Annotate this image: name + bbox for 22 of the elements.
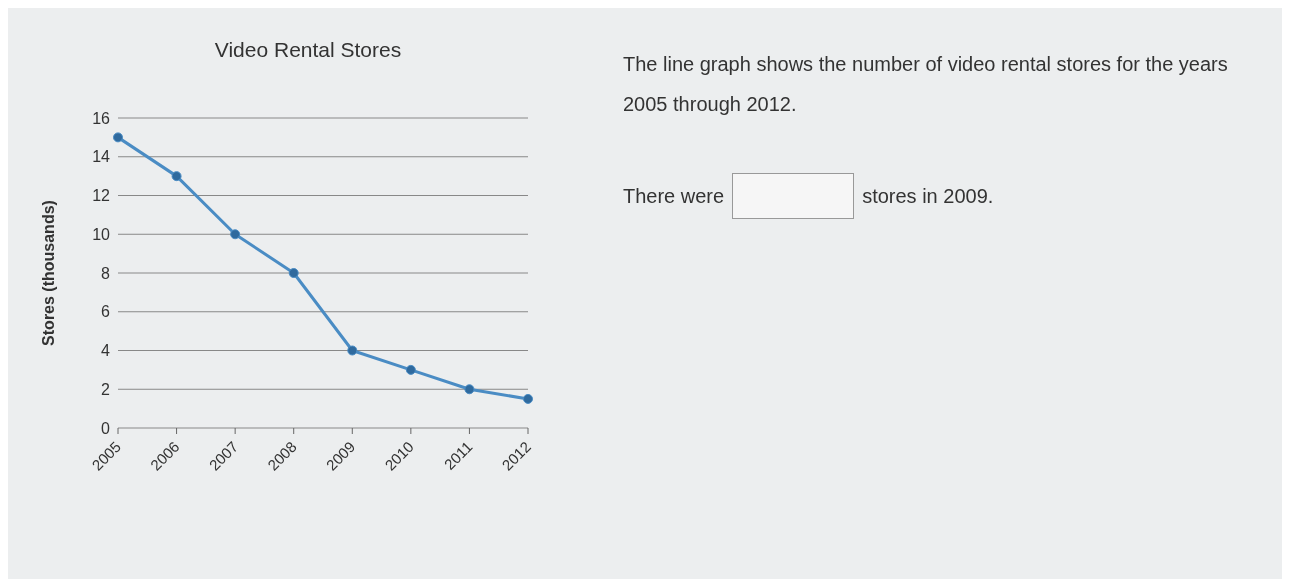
y-tick-label: 0 <box>101 419 111 437</box>
text: There were <box>623 184 725 208</box>
y-tick-label: 12 <box>92 187 111 205</box>
point <box>113 132 123 143</box>
y-tick-label: 10 <box>92 225 111 243</box>
point <box>464 384 475 395</box>
y-tick-label: 4 <box>101 342 111 360</box>
y-tick-label: 14 <box>92 148 111 166</box>
point <box>523 393 533 404</box>
chart-title: Video Rental Stores <box>213 38 403 62</box>
y-tick-label: 16 <box>92 109 111 127</box>
text: stores in 2009. <box>862 184 994 208</box>
point <box>288 268 299 278</box>
y-tick-label: 2 <box>101 380 111 398</box>
point <box>230 229 241 240</box>
point <box>405 364 416 375</box>
y-tick-label: 8 <box>101 264 111 282</box>
point <box>171 171 182 182</box>
point <box>347 345 358 356</box>
text: The line graph shows the number of video rental stores for the years 2005 through 2012. <box>623 52 1229 117</box>
y-tick-label: 6 <box>101 303 111 321</box>
y-axis-title: Stores (thousands) <box>39 200 57 346</box>
